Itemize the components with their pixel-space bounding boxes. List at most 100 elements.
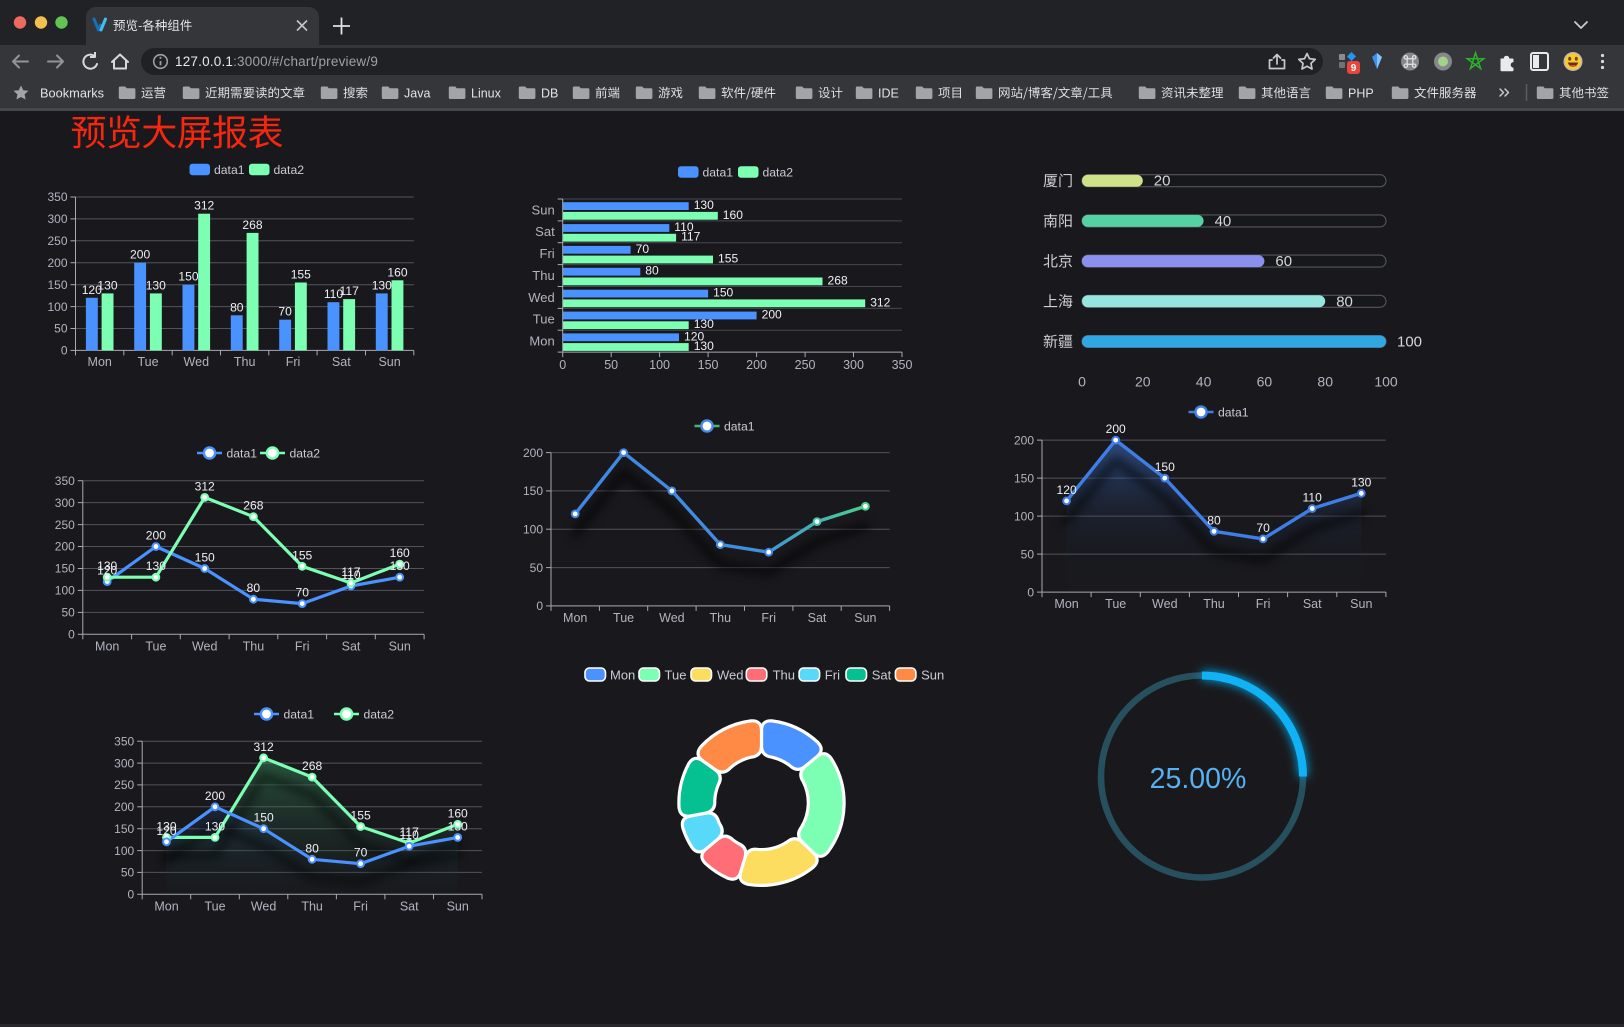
svg-text:268: 268 <box>243 499 263 513</box>
svg-text:0: 0 <box>61 344 68 358</box>
svg-text:150: 150 <box>523 484 543 498</box>
svg-text:DB: DB <box>541 86 558 100</box>
svg-text:200: 200 <box>1014 433 1034 447</box>
svg-text:155: 155 <box>351 809 371 823</box>
svg-text:160: 160 <box>723 208 743 222</box>
svg-text:Fri: Fri <box>1256 597 1271 611</box>
svg-text:300: 300 <box>47 212 67 226</box>
svg-text:Mon: Mon <box>529 334 554 349</box>
svg-text:312: 312 <box>254 740 274 754</box>
svg-text:117: 117 <box>400 825 420 839</box>
svg-text:60: 60 <box>1257 374 1273 390</box>
svg-text:IDE: IDE <box>878 86 899 100</box>
svg-text:130: 130 <box>205 819 225 833</box>
svg-text:150: 150 <box>713 286 733 300</box>
svg-text:268: 268 <box>242 218 262 232</box>
svg-text:0: 0 <box>68 628 75 642</box>
svg-text:150: 150 <box>47 278 67 292</box>
svg-text:9: 9 <box>1351 63 1357 74</box>
svg-text:data2: data2 <box>290 446 321 460</box>
svg-text:312: 312 <box>870 295 890 309</box>
svg-text:50: 50 <box>530 561 544 575</box>
svg-text:70: 70 <box>295 586 309 600</box>
svg-text:130: 130 <box>694 317 714 331</box>
svg-text:250: 250 <box>47 234 67 248</box>
svg-text:0: 0 <box>1027 585 1034 599</box>
svg-text:80: 80 <box>1317 374 1333 390</box>
svg-text:80: 80 <box>247 581 261 595</box>
svg-text:100: 100 <box>114 844 134 858</box>
svg-text:300: 300 <box>843 358 864 372</box>
svg-text:Tue: Tue <box>137 355 158 369</box>
svg-text:130: 130 <box>694 339 714 353</box>
svg-text:150: 150 <box>1014 471 1034 485</box>
svg-text:100: 100 <box>47 300 67 314</box>
svg-text:150: 150 <box>698 358 719 372</box>
svg-text:Wed: Wed <box>184 355 210 369</box>
svg-text:150: 150 <box>254 811 274 825</box>
svg-text:Bookmarks: Bookmarks <box>40 85 104 100</box>
svg-text:80: 80 <box>645 264 659 278</box>
svg-text:200: 200 <box>762 308 782 322</box>
svg-text:Sat: Sat <box>342 639 361 653</box>
svg-text:20: 20 <box>1135 374 1151 390</box>
svg-text:data1: data1 <box>724 419 755 433</box>
svg-text:80: 80 <box>305 841 319 855</box>
svg-text:50: 50 <box>121 866 135 880</box>
svg-text:150: 150 <box>55 562 75 576</box>
svg-text:Linux: Linux <box>471 86 502 100</box>
svg-text:PHP: PHP <box>1348 86 1374 100</box>
svg-text:Tue: Tue <box>613 611 634 625</box>
svg-text:Fri: Fri <box>295 639 310 653</box>
svg-text:50: 50 <box>54 322 68 336</box>
svg-text:120: 120 <box>82 283 102 297</box>
svg-text:150: 150 <box>1155 460 1175 474</box>
svg-text:160: 160 <box>390 546 410 560</box>
svg-text:Sat: Sat <box>400 899 419 913</box>
svg-text:200: 200 <box>146 529 166 543</box>
svg-text:data1: data1 <box>1218 405 1249 419</box>
svg-text:Thu: Thu <box>243 639 265 653</box>
svg-text:Thu: Thu <box>301 899 323 913</box>
svg-text:150: 150 <box>195 551 215 565</box>
svg-text:120: 120 <box>684 329 704 343</box>
svg-text:110: 110 <box>324 287 344 301</box>
svg-text:40: 40 <box>1215 213 1232 230</box>
svg-text:Sun: Sun <box>1350 597 1372 611</box>
svg-text:80: 80 <box>230 300 244 314</box>
svg-text:120: 120 <box>1057 483 1077 497</box>
svg-text:Fri: Fri <box>353 899 368 913</box>
svg-text:20: 20 <box>1154 173 1171 190</box>
svg-text:350: 350 <box>55 474 75 488</box>
svg-text:data1: data1 <box>284 707 315 721</box>
svg-text:150: 150 <box>114 822 134 836</box>
svg-text:120: 120 <box>97 564 117 578</box>
svg-text:0: 0 <box>559 358 566 372</box>
svg-text:100: 100 <box>1397 334 1422 351</box>
svg-text:312: 312 <box>195 479 215 493</box>
svg-text:50: 50 <box>1021 547 1035 561</box>
svg-text:200: 200 <box>1106 422 1126 436</box>
svg-text:Mon: Mon <box>95 639 119 653</box>
svg-text:data2: data2 <box>763 165 794 179</box>
svg-text:350: 350 <box>47 190 67 204</box>
svg-text:Thu: Thu <box>773 667 795 682</box>
svg-text:130: 130 <box>97 278 117 292</box>
svg-text:Thu: Thu <box>710 611 732 625</box>
svg-text:Wed: Wed <box>1152 597 1178 611</box>
svg-text:Sun: Sun <box>378 355 400 369</box>
svg-text:268: 268 <box>302 759 322 773</box>
svg-text:155: 155 <box>292 548 312 562</box>
svg-text:155: 155 <box>718 252 738 266</box>
svg-text:Wed: Wed <box>717 667 744 682</box>
svg-text:117: 117 <box>340 284 360 298</box>
svg-text:110: 110 <box>674 220 694 234</box>
svg-text:Sun: Sun <box>921 667 944 682</box>
svg-text:200: 200 <box>746 358 767 372</box>
svg-text:Wed: Wed <box>251 899 277 913</box>
svg-text:25.00%: 25.00% <box>1150 763 1247 795</box>
svg-text:data2: data2 <box>364 707 395 721</box>
svg-text:130: 130 <box>448 819 468 833</box>
svg-text:Sun: Sun <box>532 202 555 217</box>
svg-text:100: 100 <box>1014 509 1034 523</box>
